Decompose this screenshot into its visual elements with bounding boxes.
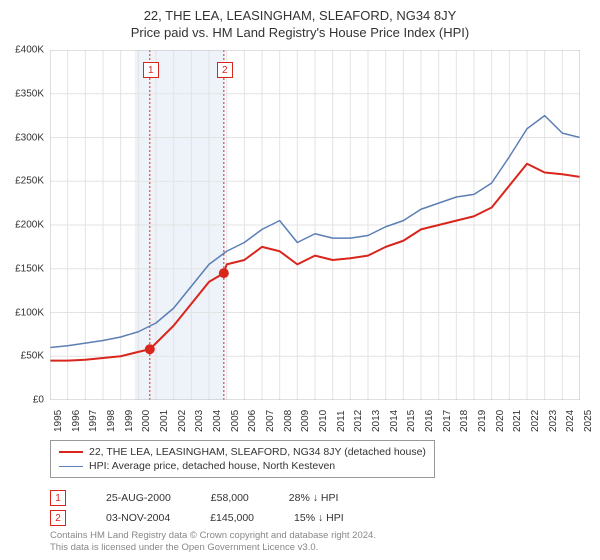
marker-table: 1 25-AUG-2000 £58,000 28% ↓ HPI 2 03-NOV… xyxy=(50,488,344,528)
x-tick-label: 2003 xyxy=(194,410,205,432)
x-tick-label: 2000 xyxy=(141,410,152,432)
x-tick-label: 2009 xyxy=(300,410,311,432)
y-tick-label: £0 xyxy=(33,395,44,406)
x-tick-label: 2007 xyxy=(265,410,276,432)
y-tick-label: £200K xyxy=(15,220,44,231)
y-tick-label: £50K xyxy=(21,351,44,362)
x-tick-label: 1998 xyxy=(106,410,117,432)
x-tick-label: 1999 xyxy=(124,410,135,432)
marker-date: 25-AUG-2000 xyxy=(106,492,171,504)
marker-row: 2 03-NOV-2004 £145,000 15% ↓ HPI xyxy=(50,508,344,528)
x-tick-label: 2001 xyxy=(159,410,170,432)
x-tick-label: 2011 xyxy=(336,410,347,432)
x-tick-label: 2005 xyxy=(230,410,241,432)
chart-svg xyxy=(50,50,580,400)
x-tick-label: 2002 xyxy=(177,410,188,432)
marker-badge: 2 xyxy=(50,510,66,526)
chart-title: 22, THE LEA, LEASINGHAM, SLEAFORD, NG34 … xyxy=(0,0,600,23)
legend-swatch xyxy=(59,466,83,467)
y-tick-label: £350K xyxy=(15,88,44,99)
x-tick-label: 2010 xyxy=(318,410,329,432)
y-tick-label: £250K xyxy=(15,176,44,187)
legend: 22, THE LEA, LEASINGHAM, SLEAFORD, NG34 … xyxy=(50,440,435,478)
x-tick-label: 2020 xyxy=(495,410,506,432)
marker-delta: 28% ↓ HPI xyxy=(289,492,339,504)
y-tick-label: £300K xyxy=(15,132,44,143)
chart-plot-area: 12 £0£50K£100K£150K£200K£250K£300K£350K£… xyxy=(50,50,580,400)
legend-label: HPI: Average price, detached house, Nort… xyxy=(89,460,335,472)
marker-price: £58,000 xyxy=(211,492,249,504)
x-tick-label: 2016 xyxy=(424,410,435,432)
footer-line: Contains HM Land Registry data © Crown c… xyxy=(50,530,376,542)
legend-item: HPI: Average price, detached house, Nort… xyxy=(59,459,426,473)
marker-delta: 15% ↓ HPI xyxy=(294,512,344,524)
x-tick-label: 1996 xyxy=(71,410,82,432)
chart-subtitle: Price paid vs. HM Land Registry's House … xyxy=(0,23,600,40)
vline-badge: 2 xyxy=(217,62,233,78)
chart-container: { "title": "22, THE LEA, LEASINGHAM, SLE… xyxy=(0,0,600,560)
x-tick-label: 2006 xyxy=(247,410,258,432)
legend-swatch xyxy=(59,451,83,453)
footer: Contains HM Land Registry data © Crown c… xyxy=(50,530,376,554)
x-tick-label: 2015 xyxy=(406,410,417,432)
x-tick-label: 2004 xyxy=(212,410,223,432)
footer-line: This data is licensed under the Open Gov… xyxy=(50,542,376,554)
x-tick-label: 1995 xyxy=(53,410,64,432)
marker-price: £145,000 xyxy=(210,512,254,524)
marker-badge: 1 xyxy=(50,490,66,506)
x-tick-label: 2018 xyxy=(459,410,470,432)
x-tick-label: 2012 xyxy=(353,410,364,432)
x-tick-label: 2025 xyxy=(583,410,594,432)
x-tick-label: 2023 xyxy=(548,410,559,432)
x-tick-label: 2021 xyxy=(512,410,523,432)
legend-item: 22, THE LEA, LEASINGHAM, SLEAFORD, NG34 … xyxy=(59,445,426,459)
x-tick-label: 2017 xyxy=(442,410,453,432)
marker-row: 1 25-AUG-2000 £58,000 28% ↓ HPI xyxy=(50,488,344,508)
legend-label: 22, THE LEA, LEASINGHAM, SLEAFORD, NG34 … xyxy=(89,446,426,458)
y-tick-label: £400K xyxy=(15,45,44,56)
x-tick-label: 1997 xyxy=(88,410,99,432)
x-tick-label: 2014 xyxy=(389,410,400,432)
x-tick-label: 2008 xyxy=(283,410,294,432)
y-tick-label: £100K xyxy=(15,307,44,318)
vline-badge: 1 xyxy=(143,62,159,78)
x-tick-label: 2024 xyxy=(565,410,576,432)
x-tick-label: 2019 xyxy=(477,410,488,432)
x-tick-label: 2013 xyxy=(371,410,382,432)
y-tick-label: £150K xyxy=(15,263,44,274)
marker-date: 03-NOV-2004 xyxy=(106,512,170,524)
x-tick-label: 2022 xyxy=(530,410,541,432)
